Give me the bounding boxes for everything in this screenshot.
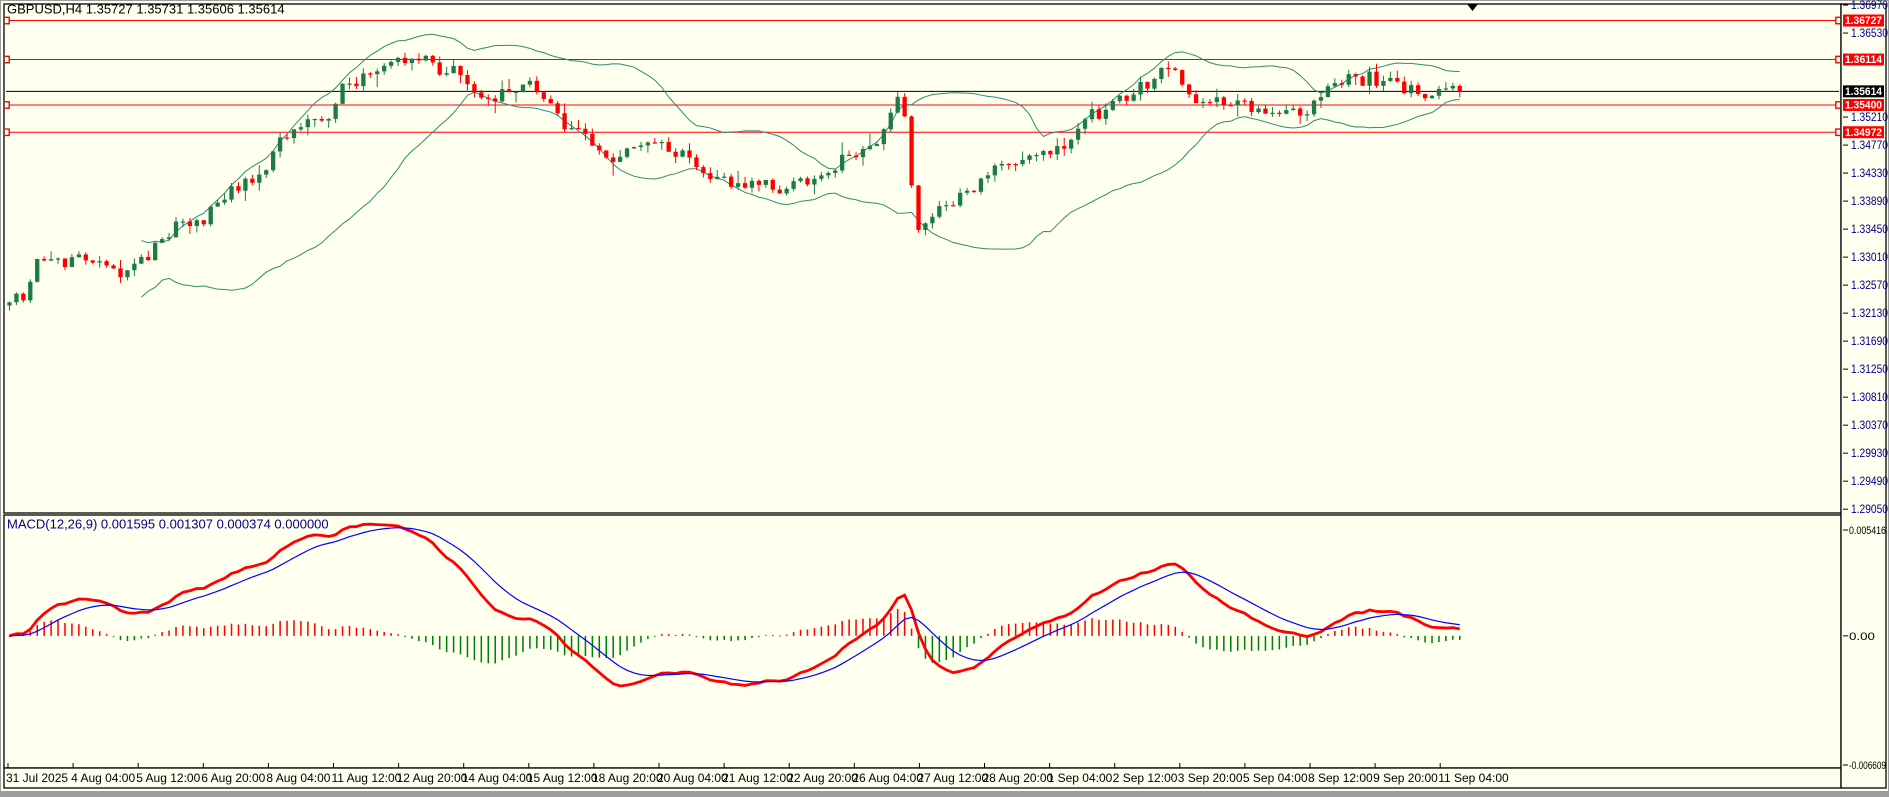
svg-text:1.32130: 1.32130 [1851, 306, 1888, 320]
svg-text:1.33010: 1.33010 [1851, 250, 1888, 264]
svg-text:22 Aug 20:00: 22 Aug 20:00 [787, 771, 858, 785]
svg-text:1.34972: 1.34972 [1845, 127, 1882, 139]
svg-text:1.31690: 1.31690 [1851, 334, 1888, 348]
svg-text:1.29050: 1.29050 [1851, 502, 1888, 516]
svg-text:1.30810: 1.30810 [1851, 390, 1888, 404]
svg-text:5 Sep 04:00: 5 Sep 04:00 [1243, 771, 1308, 785]
svg-text:1.33890: 1.33890 [1851, 194, 1888, 208]
svg-text:20 Aug 04:00: 20 Aug 04:00 [657, 771, 728, 785]
svg-text:-0.006609: -0.006609 [1849, 760, 1886, 772]
svg-text:27 Aug 12:00: 27 Aug 12:00 [917, 771, 988, 785]
svg-text:1.36727: 1.36727 [1845, 15, 1882, 27]
svg-text:6 Aug 20:00: 6 Aug 20:00 [201, 771, 265, 785]
svg-text:0.00: 0.00 [1849, 631, 1875, 643]
svg-text:2 Sep 12:00: 2 Sep 12:00 [1113, 771, 1178, 785]
svg-text:0.005416: 0.005416 [1849, 525, 1886, 537]
svg-text:1.36114: 1.36114 [1845, 54, 1883, 66]
svg-text:31 Jul 2025: 31 Jul 2025 [6, 771, 68, 785]
svg-text:9 Sep 20:00: 9 Sep 20:00 [1373, 771, 1438, 785]
svg-text:18 Aug 20:00: 18 Aug 20:00 [592, 771, 663, 785]
svg-text:8 Sep 12:00: 8 Sep 12:00 [1308, 771, 1373, 785]
svg-text:4 Aug 04:00: 4 Aug 04:00 [71, 771, 135, 785]
svg-text:15 Aug 12:00: 15 Aug 12:00 [527, 771, 598, 785]
svg-text:3 Sep 20:00: 3 Sep 20:00 [1178, 771, 1243, 785]
svg-text:1.33450: 1.33450 [1851, 222, 1888, 236]
svg-text:1.36530: 1.36530 [1851, 26, 1888, 40]
svg-text:1.29930: 1.29930 [1851, 446, 1888, 460]
svg-text:5 Aug 12:00: 5 Aug 12:00 [136, 771, 200, 785]
svg-text:1.35400: 1.35400 [1845, 100, 1882, 112]
svg-text:GBPUSD,H4 1.35727 1.35731 1.: GBPUSD,H4 1.35727 1.35731 1.35606 1.3561… [7, 2, 285, 17]
svg-text:1.31250: 1.31250 [1851, 362, 1888, 376]
svg-text:1.30370: 1.30370 [1851, 418, 1888, 432]
svg-text:14 Aug 04:00: 14 Aug 04:00 [462, 771, 533, 785]
svg-text:MACD(12,26,9) 0.001595 0.00130: MACD(12,26,9) 0.001595 0.001307 0.000374… [7, 517, 329, 532]
svg-text:1.34330: 1.34330 [1851, 166, 1888, 180]
svg-text:1.32570: 1.32570 [1851, 278, 1888, 292]
svg-text:11 Aug 12:00: 11 Aug 12:00 [332, 771, 402, 785]
svg-text:8 Aug 04:00: 8 Aug 04:00 [266, 771, 330, 785]
svg-text:28 Aug 20:00: 28 Aug 20:00 [983, 771, 1054, 785]
svg-text:1.36970: 1.36970 [1851, 0, 1888, 12]
svg-text:1 Sep 04:00: 1 Sep 04:00 [1048, 771, 1113, 785]
svg-text:12 Aug 20:00: 12 Aug 20:00 [397, 771, 468, 785]
svg-text:1.29490: 1.29490 [1851, 474, 1888, 488]
svg-text:1.35210: 1.35210 [1851, 110, 1888, 124]
svg-text:1.34770: 1.34770 [1851, 138, 1888, 152]
svg-text:1.35614: 1.35614 [1845, 86, 1883, 98]
svg-text:26 Aug 04:00: 26 Aug 04:00 [852, 771, 923, 785]
svg-text:11 Sep 04:00: 11 Sep 04:00 [1438, 771, 1509, 785]
svg-text:21 Aug 12:00: 21 Aug 12:00 [722, 771, 793, 785]
